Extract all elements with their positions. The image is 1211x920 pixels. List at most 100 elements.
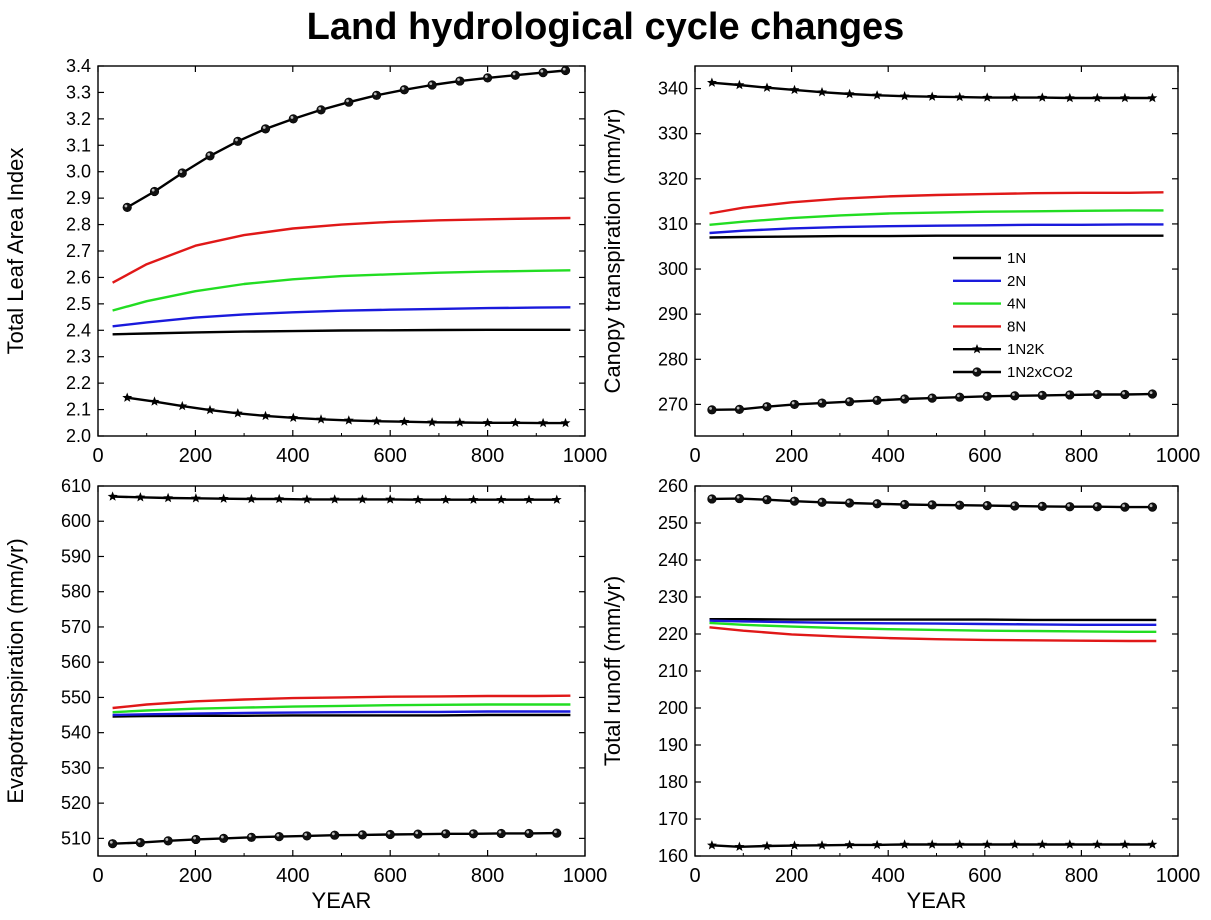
point-1n2xco2-highlight [540, 69, 544, 73]
y-tick-label: 2.4 [66, 320, 91, 340]
series-group [107, 491, 571, 849]
y-tick-label: 2.2 [66, 373, 91, 393]
point-1n2k [205, 404, 215, 415]
point-1n2xco2-highlight [165, 838, 169, 841]
y-axis-label: Canopy transpiration (mm/yr) [600, 109, 625, 394]
x-tick-label: 1000 [1156, 865, 1201, 887]
point-1n2xco2-highlight [1122, 504, 1125, 508]
legend-marker-1n2k [972, 344, 982, 354]
point-1n2xco2-highlight [764, 496, 768, 500]
point-1n2xco2 [1092, 502, 1102, 512]
y-tick-label: 560 [61, 652, 91, 672]
point-1n2k [1119, 839, 1130, 849]
y-tick-label: 3.3 [66, 82, 91, 102]
series-line-8n [112, 216, 571, 284]
legend-label-1n: 1N [1007, 250, 1026, 267]
point-1n2xco2 [762, 495, 772, 505]
y-tick-label: 260 [658, 476, 688, 496]
panel-total-runoff: 0 200 400 600 800 1000 160 170 180 190 200 210 220 23… [600, 476, 1200, 913]
point-1n2k [524, 494, 534, 504]
point-1n2k [538, 417, 549, 428]
point-1n2xco2 [427, 80, 437, 90]
y-tick-label: 320 [658, 169, 688, 189]
point-1n2k [1119, 92, 1130, 103]
x-tick-label: 1000 [1156, 445, 1201, 467]
series-line-2n [709, 619, 1157, 626]
point-1n2k [1147, 839, 1158, 849]
point-1n2k [1009, 92, 1020, 102]
point-1n2xco2 [316, 105, 326, 115]
point-1n2xco2-highlight [276, 833, 280, 837]
point-1n2k [149, 396, 160, 406]
point-1n2xco2-highlight [901, 501, 905, 505]
point-1n2xco2 [982, 391, 992, 401]
point-1n2xco2 [1010, 501, 1020, 511]
point-1n2k [899, 91, 910, 101]
y-tick-label: 160 [658, 846, 688, 866]
point-1n2k [1092, 92, 1103, 103]
point-1n2k [1147, 92, 1158, 103]
series-group [112, 66, 571, 428]
y-tick-label: 3.4 [66, 56, 91, 76]
point-1n2xco2 [1037, 501, 1047, 511]
series-line-1n [112, 713, 571, 718]
legend: 1N 2N 4N 8N 1N2K 1N2xCO2 [953, 250, 1073, 381]
point-1n2xco2-highlight [318, 107, 322, 110]
point-1n2xco2 [955, 392, 965, 402]
y-tick-label: 200 [658, 698, 688, 718]
point-1n2xco2 [149, 186, 160, 197]
point-1n2xco2-highlight [929, 502, 933, 505]
y-tick-label: 280 [658, 349, 688, 369]
point-1n2xco2-highlight [304, 833, 308, 836]
series-line-1n [709, 234, 1164, 239]
y-tick-label: 2.8 [66, 215, 91, 235]
point-1n2xco2 [1147, 389, 1158, 399]
point-1n2xco2-highlight [819, 400, 823, 404]
point-1n2xco2-highlight [151, 188, 155, 192]
y-tick-label: 520 [61, 793, 91, 813]
point-1n2xco2-highlight [819, 499, 823, 503]
y-tick-label: 530 [61, 758, 91, 778]
x-tick-label: 200 [179, 865, 212, 887]
y-tick-label: 610 [61, 476, 91, 496]
legend-label-4n: 4N [1007, 296, 1026, 313]
point-1n2k [1009, 839, 1020, 849]
y-tick-label: 330 [658, 124, 688, 144]
point-1n2k [560, 417, 571, 428]
point-1n2k [844, 839, 855, 850]
y-tick-label: 550 [61, 687, 91, 707]
x-tick-label: 600 [374, 445, 407, 467]
point-1n2xco2-highlight [901, 396, 905, 399]
point-1n2xco2-highlight [346, 99, 349, 103]
y-tick-label: 2.1 [66, 400, 91, 420]
point-1n2xco2-highlight [443, 831, 446, 834]
point-1n2k [954, 91, 965, 102]
point-1n2xco2 [872, 395, 882, 405]
point-1n2k [927, 91, 938, 101]
point-1n2k [135, 492, 146, 502]
point-1n2k [954, 839, 965, 849]
point-1n2xco2 [496, 828, 506, 839]
point-1n2xco2 [108, 839, 118, 849]
point-1n2xco2-highlight [331, 832, 335, 836]
y-tick-label: 600 [61, 511, 91, 531]
point-1n2xco2 [1120, 389, 1130, 400]
point-1n2k [232, 408, 243, 418]
point-1n2k [357, 494, 368, 504]
x-tick-label: 600 [968, 865, 1001, 887]
point-1n2xco2-highlight [736, 495, 740, 499]
panel-canopy-transpiration: 0 200 400 600 800 1000 270 280 290 300 310 320 330 34… [600, 65, 1201, 467]
y-axis-label: Total runoff (mm/yr) [600, 576, 625, 766]
x-tick-label: 1000 [563, 445, 608, 467]
point-1n2xco2 [510, 70, 520, 80]
x-tick-label: 400 [276, 865, 309, 887]
point-1n2xco2 [1065, 502, 1075, 512]
point-1n2k [734, 79, 745, 90]
point-1n2k [762, 840, 772, 851]
point-1n2xco2 [330, 830, 340, 840]
point-1n2xco2 [1010, 391, 1020, 401]
point-1n2xco2-highlight [1149, 504, 1153, 508]
point-1n2xco2-highlight [470, 831, 474, 834]
point-1n2xco2 [1037, 390, 1047, 400]
plot-frame [694, 485, 1179, 857]
